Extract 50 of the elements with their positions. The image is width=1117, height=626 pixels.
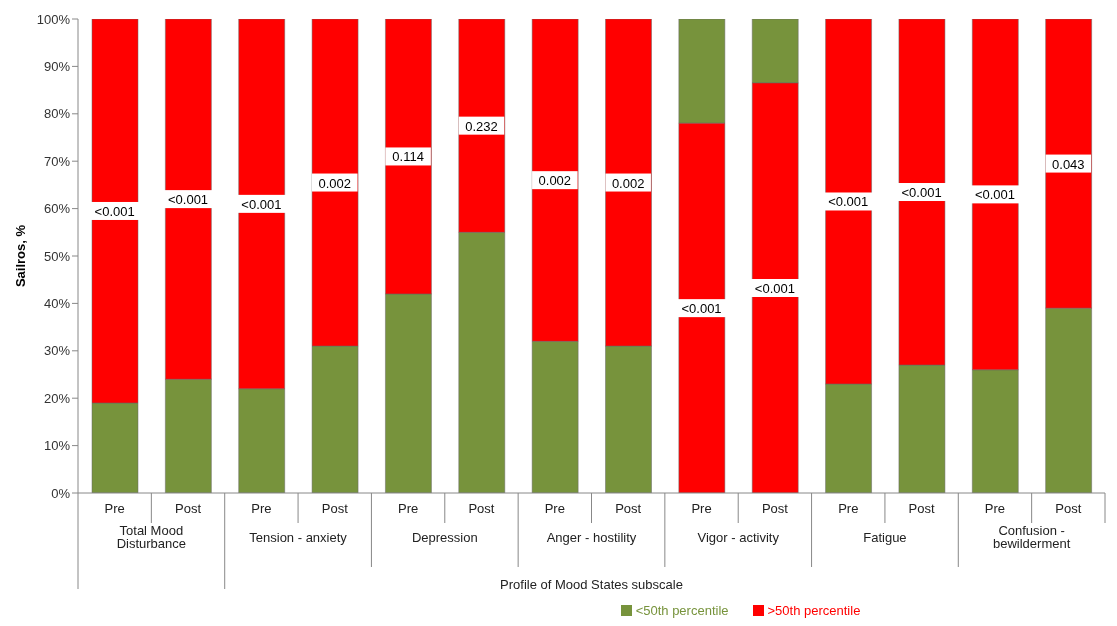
annotation: <0.001 — [828, 194, 869, 210]
x-tick-label: Post — [1055, 501, 1082, 516]
x-tick-label: Post — [468, 501, 495, 516]
text: Fatigue — [863, 529, 907, 545]
text: Tension - anxiety — [249, 529, 348, 545]
x-tick-label: Pre — [397, 501, 419, 516]
annotation: 0.002 — [611, 175, 645, 191]
y-tick-label: 60% — [43, 201, 71, 217]
annotation: <0.001 — [901, 185, 942, 201]
text: Vigor - activity — [697, 529, 780, 545]
text: >50th percentile — [767, 603, 861, 618]
annotation: <0.001 — [974, 187, 1016, 203]
text: Anger - hostility — [546, 529, 637, 545]
x-tick-label: Pre — [251, 501, 272, 516]
x-tick-label: Pre — [691, 501, 712, 516]
y-tick-label: 10% — [43, 438, 71, 454]
annotation: <0.001 — [754, 280, 795, 296]
text: Confusion - bewilderment — [992, 523, 1071, 552]
annotation: <0.001 — [681, 301, 722, 317]
annotation: <0.001 — [94, 203, 135, 219]
x-tick-label: Post — [908, 501, 935, 516]
annotation: 0.002 — [318, 175, 352, 191]
annotation: 0.114 — [392, 149, 424, 165]
x-tick-label: Pre — [838, 501, 859, 516]
y-tick-label: 40% — [43, 296, 71, 312]
x-tick-label: Post — [175, 501, 202, 516]
y-tick-label: 90% — [43, 59, 71, 75]
y-tick-label: 20% — [43, 390, 71, 406]
x-tick-label: Post — [761, 501, 789, 516]
text: Depression — [411, 529, 478, 545]
annotation: <0.001 — [241, 196, 282, 212]
annotation: 0.002 — [538, 173, 572, 189]
y-tick-label: 30% — [43, 343, 71, 359]
y-tick-label: 100% — [36, 11, 71, 27]
x-tick-label: Pre — [104, 501, 125, 516]
annotation: <0.001 — [167, 192, 209, 208]
x-tick-label: Pre — [984, 501, 1006, 516]
annotation: 0.232 — [465, 118, 498, 134]
y-tick-label: 70% — [43, 153, 71, 169]
y-axis-title: Sailros, % — [12, 224, 28, 288]
x-tick-label: Pre — [544, 501, 565, 516]
y-tick-label: 0% — [51, 485, 71, 501]
legend-label: <50th percentile — [635, 603, 729, 618]
y-tick-label: 50% — [43, 248, 71, 264]
x-axis-title: Profile of Mood States subscale — [500, 577, 683, 592]
x-tick-label: Post — [615, 501, 642, 516]
y-tick-label: 80% — [43, 106, 71, 122]
x-tick-label: Post — [321, 501, 349, 516]
text: Total Mood Disturbance — [116, 523, 187, 552]
annotation: 0.043 — [1052, 156, 1085, 172]
